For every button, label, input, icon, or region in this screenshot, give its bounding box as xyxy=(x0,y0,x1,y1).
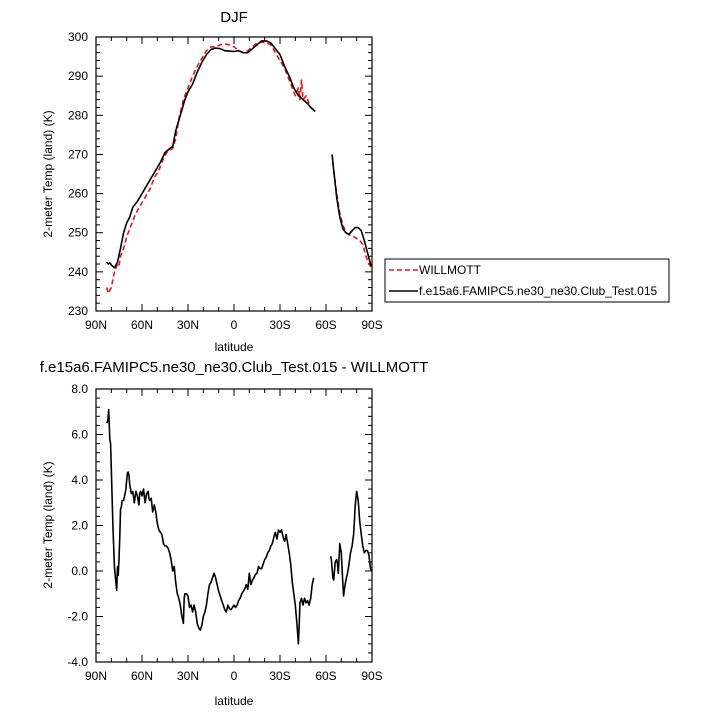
x-axis-label: latitude xyxy=(215,694,254,708)
x-tick-label: 30S xyxy=(269,669,290,683)
plot-frame xyxy=(95,388,373,663)
y-tick-label: 2.0 xyxy=(71,519,88,533)
axis-ticks: 90N 60N 30N 0 30S 60S 90S -4.0 -2.0 0.0 2.0 4.0 6.0 8… xyxy=(67,382,382,683)
y-tick-label: 4.0 xyxy=(71,473,88,487)
x-tick-label: 30N xyxy=(177,669,199,683)
chart-title: DJF xyxy=(220,9,248,26)
axis-ticks: 90N 60N 30N 0 30S 60S 90S 230 240 250 260 270 280 290… xyxy=(68,30,383,332)
y-tick-label: 0.0 xyxy=(71,564,88,578)
x-tick-label: 0 xyxy=(231,318,238,332)
series-line-1-2-segment-1 xyxy=(106,40,316,269)
x-tick-label: 90S xyxy=(361,318,382,332)
legend: WILLMOTT f.e15a6.FAMIPC5.ne30_ne30.Club_… xyxy=(384,258,670,303)
legend-label-willmott: WILLMOTT xyxy=(419,263,482,277)
x-tick-label: 90N xyxy=(85,669,107,683)
series-line-2-1-segment-2 xyxy=(329,490,373,597)
series-line-2-1-segment-1 xyxy=(105,408,315,645)
plot-frame xyxy=(95,36,373,312)
x-tick-label: 0 xyxy=(231,669,238,683)
chart-panel-difference: f.e15a6.FAMIPC5.ne30_ne30.Club_Test.015 … xyxy=(40,359,429,708)
legend-box xyxy=(384,258,670,303)
x-tick-label: 30S xyxy=(269,318,290,332)
x-tick-label: 30N xyxy=(177,318,199,332)
y-tick-label: 300 xyxy=(68,30,88,44)
chart-panel-djf: DJF latitude 2-meter Temp (land) (K) 90N… xyxy=(41,9,383,354)
x-tick-label: 90S xyxy=(361,669,382,683)
x-tick-label: 90N xyxy=(85,318,107,332)
series-line-1-1-segment-1 xyxy=(105,41,316,295)
y-tick-label: 6.0 xyxy=(71,428,88,442)
y-axis-label: 2-meter Temp (land) (K) xyxy=(41,110,55,237)
series-line-1-2-segment-2 xyxy=(331,154,373,267)
x-axis-label: latitude xyxy=(215,340,254,354)
y-tick-label: 270 xyxy=(68,147,88,161)
y-tick-label: 260 xyxy=(68,187,88,201)
y-tick-label: 280 xyxy=(68,108,88,122)
series-group xyxy=(105,40,373,295)
x-tick-label: 60N xyxy=(131,669,153,683)
series-group xyxy=(105,408,373,645)
x-tick-label: 60S xyxy=(315,318,336,332)
y-tick-label: -2.0 xyxy=(67,610,88,624)
y-tick-label: 290 xyxy=(68,69,88,83)
x-tick-label: 60N xyxy=(131,318,153,332)
y-tick-label: -4.0 xyxy=(67,655,88,669)
x-tick-label: 60S xyxy=(315,669,336,683)
chart-title: f.e15a6.FAMIPC5.ne30_ne30.Club_Test.015 … xyxy=(40,359,429,376)
y-tick-label: 240 xyxy=(68,265,88,279)
legend-label-model: f.e15a6.FAMIPC5.ne30_ne30.Club_Test.015 xyxy=(419,284,657,298)
y-tick-label: 8.0 xyxy=(71,382,88,396)
y-tick-label: 250 xyxy=(68,226,88,240)
y-tick-label: 230 xyxy=(68,304,88,318)
y-axis-label: 2-meter Temp (land) (K) xyxy=(41,461,55,588)
